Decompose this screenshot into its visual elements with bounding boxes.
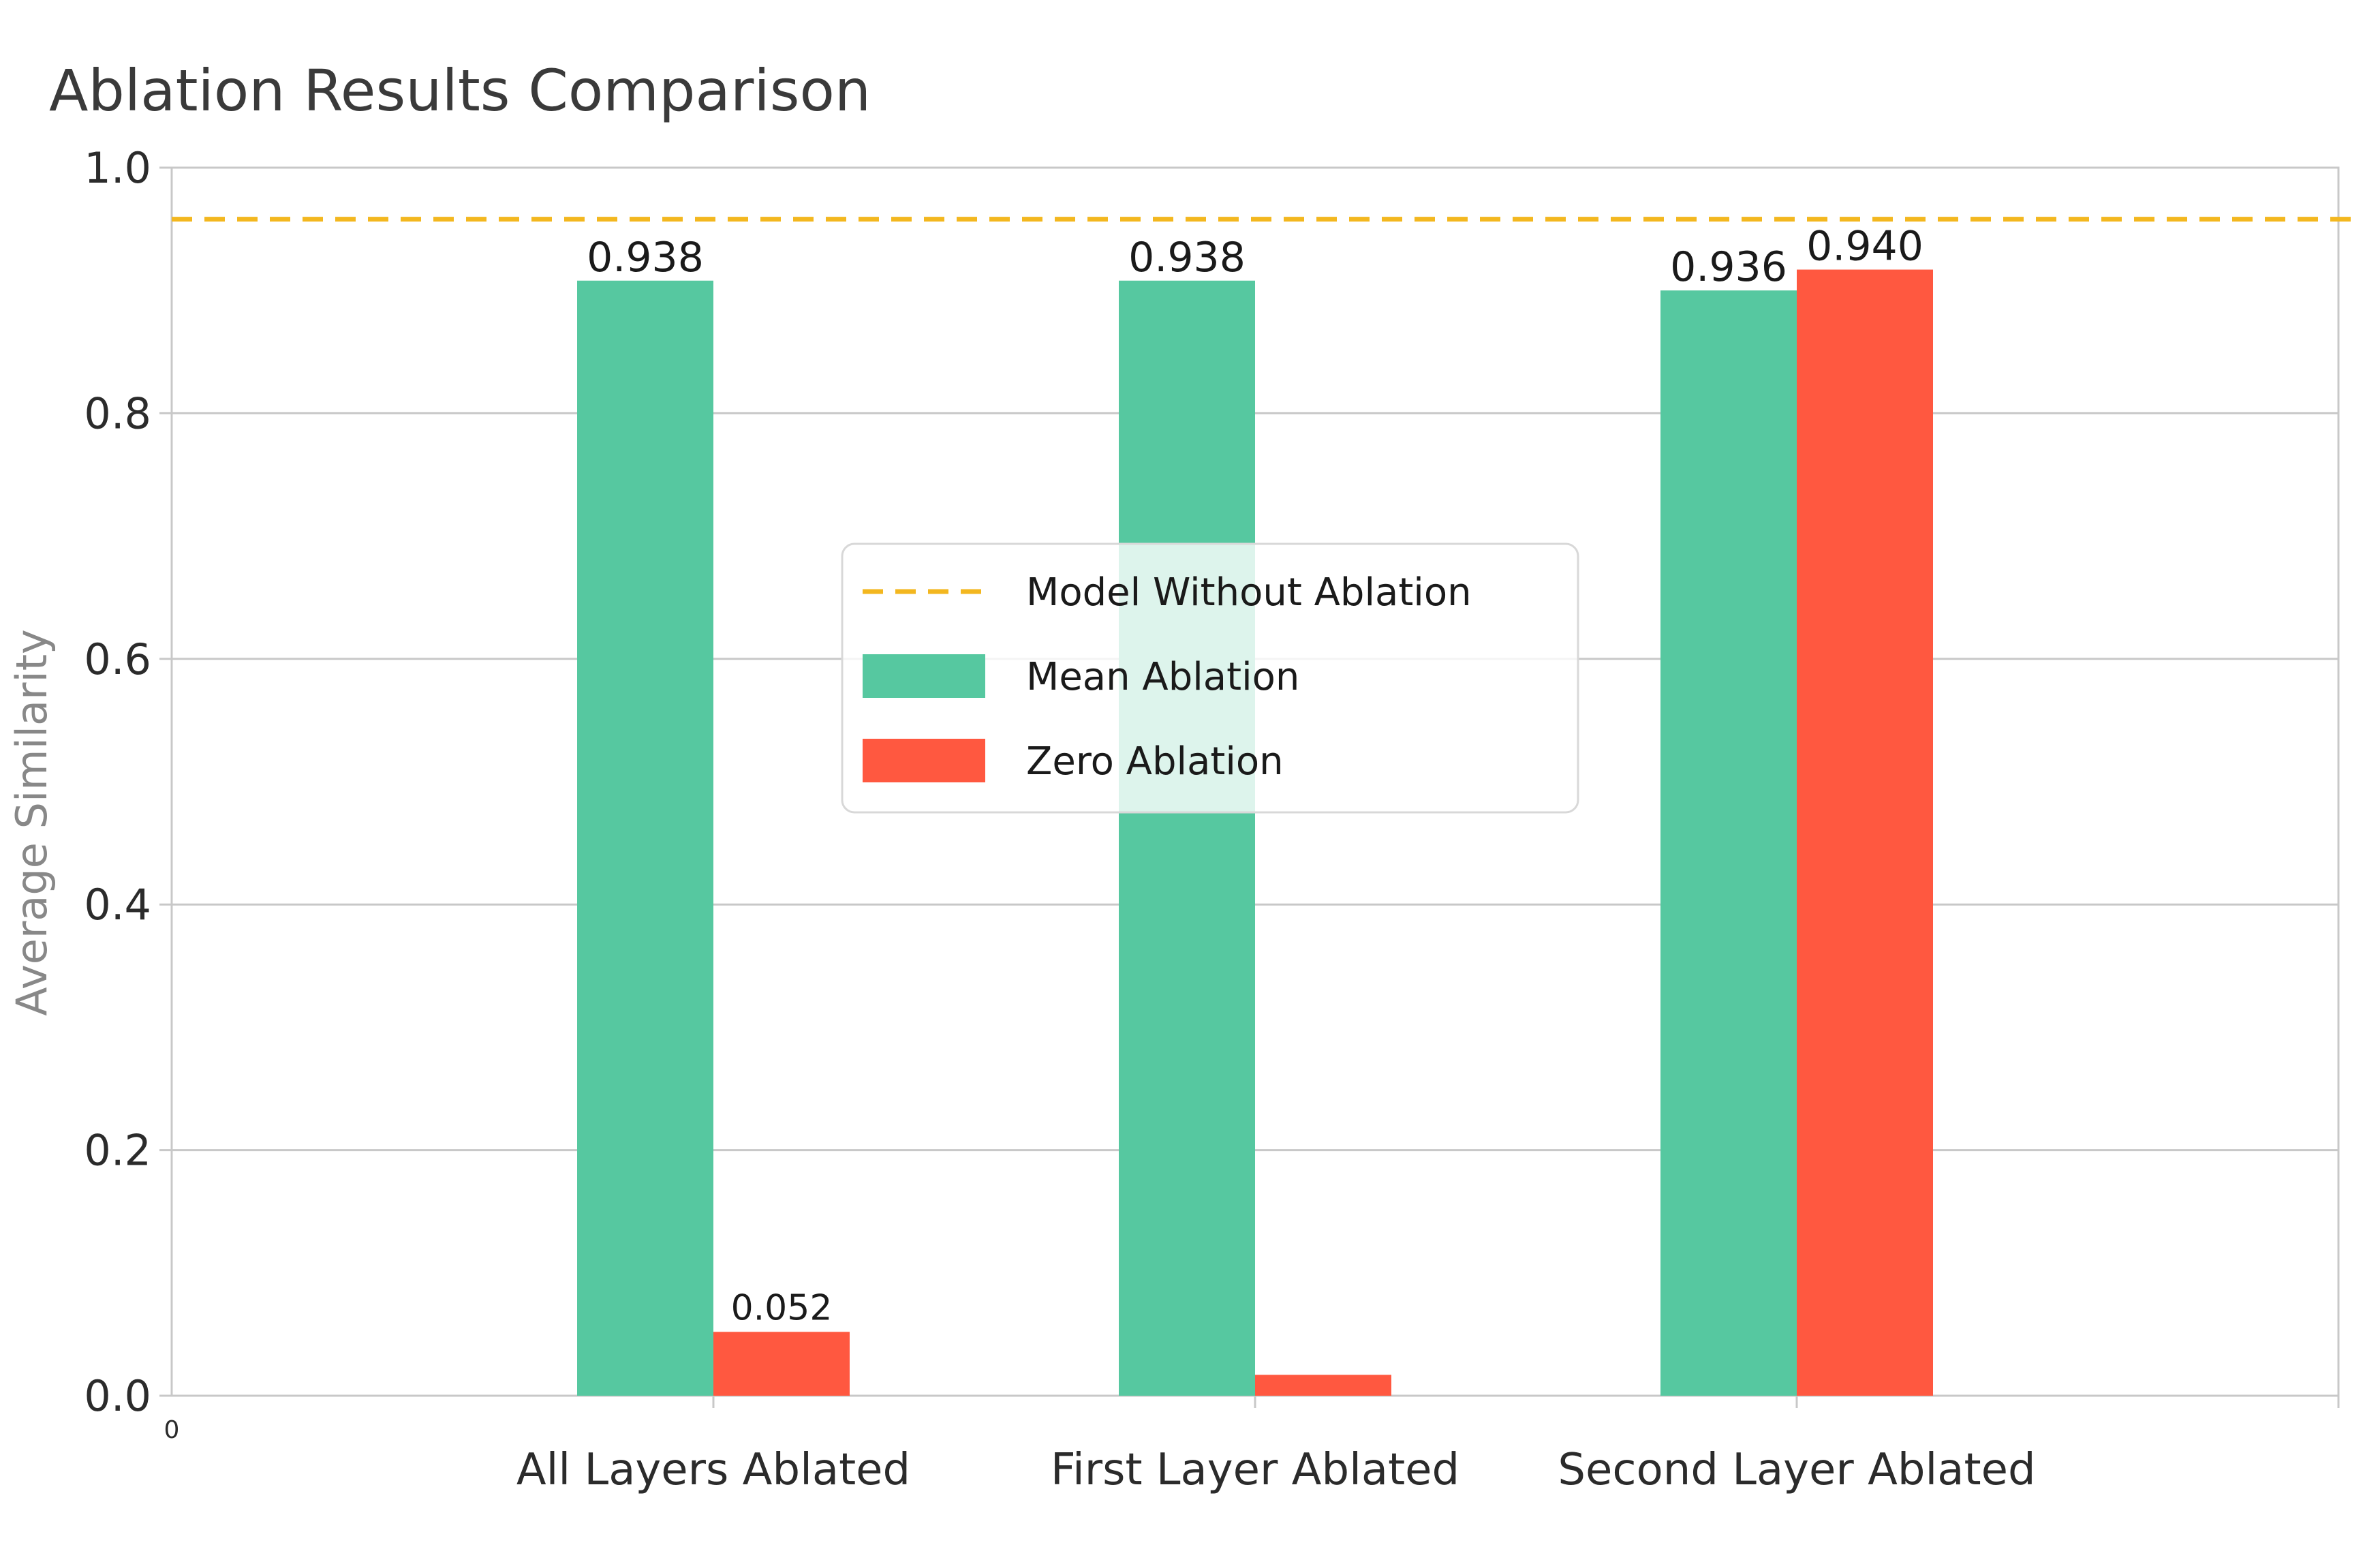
bar-zero-ablation: [713, 1332, 850, 1396]
x-tick-label: First Layer Ablated: [1051, 1445, 1459, 1495]
data-label: 0.936: [1670, 243, 1787, 291]
legend-swatch: [863, 654, 985, 698]
legend-label: Zero Ablation: [1026, 739, 1284, 784]
y-tick-label: 0.2: [84, 1126, 151, 1176]
legend: Model Without Ablation Mean Ablation Zero …: [841, 542, 1579, 814]
data-label: 0.940: [1806, 223, 1923, 271]
y-tick-label: 0.8: [84, 388, 151, 438]
bar-mean-ablation: [1119, 280, 1255, 1396]
chart-title: Ablation Results Comparison: [49, 57, 871, 124]
x-tick-label: All Layers Ablated: [516, 1445, 910, 1495]
y-tick-label: 0.6: [84, 634, 151, 684]
bar-zero-ablation: [1255, 1375, 1391, 1396]
data-label: 0.052: [731, 1287, 833, 1328]
bar-mean-ablation: [1660, 290, 1797, 1396]
legend-swatch: [863, 739, 985, 782]
data-label: 0.938: [587, 234, 704, 281]
y-tick-label: 0.0: [84, 1371, 151, 1421]
legend-item-mean-ablation: Mean Ablation: [863, 654, 1299, 699]
legend-item-zero-ablation: Zero Ablation: [863, 739, 1284, 784]
y-tick-label: 0.4: [84, 880, 151, 930]
y-axis-label: Average Similarity: [7, 629, 57, 1015]
legend-label: Mean Ablation: [1026, 655, 1299, 699]
x-tick-label: Second Layer Ablated: [1558, 1445, 2035, 1495]
data-label: 0.938: [1128, 234, 1246, 281]
bar-zero-ablation: [1797, 269, 1933, 1396]
x-origin-label: 0: [164, 1416, 180, 1444]
y-axis-ticks: 0.0 0.2 0.4 0.6 0.8 1.0: [84, 143, 172, 1421]
bars: 0.938 0.052 0.938 0.936 0.940: [577, 223, 1933, 1396]
legend-label: Model Without Ablation: [1026, 570, 1472, 615]
x-axis-ticks: All Layers Ablated First Layer Ablated Sec…: [516, 1396, 2340, 1495]
y-tick-label: 1.0: [84, 143, 151, 193]
legend-item-model-without-ablation: Model Without Ablation: [863, 570, 1472, 615]
legend-box: [841, 542, 1579, 814]
bar-mean-ablation: [577, 280, 713, 1396]
